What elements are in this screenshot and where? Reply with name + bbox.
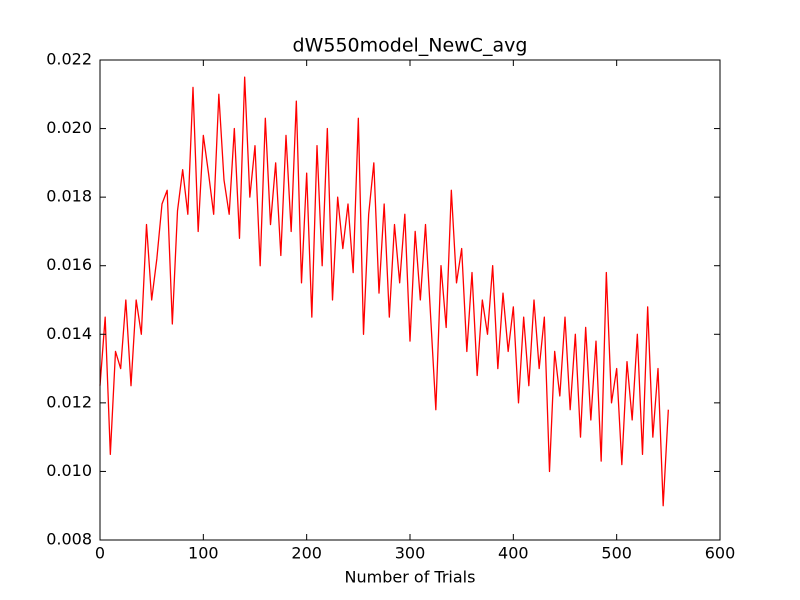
x-tick-label: 200 (291, 544, 322, 563)
x-tick-label: 600 (705, 544, 736, 563)
y-tick-label: 0.012 (46, 392, 92, 411)
x-axis-label: Number of Trials (345, 568, 476, 587)
y-tick-label: 0.018 (46, 187, 92, 206)
line (99, 76, 669, 507)
y-tick-label: 0.016 (46, 255, 92, 274)
x-tick-label: 400 (498, 544, 529, 563)
y-tick-label: 0.020 (46, 118, 92, 137)
y-tick-label: 0.010 (46, 461, 92, 480)
x-tick-label: 300 (395, 544, 426, 563)
y-tick-label: 0.008 (46, 530, 92, 549)
x-tick-label: 500 (601, 544, 632, 563)
x-tick-label: 100 (188, 544, 219, 563)
chart-title: dW550model_NewC_avg (293, 35, 528, 57)
y-tick-label: 0.014 (46, 324, 92, 343)
x-tick-label: 0 (95, 544, 105, 563)
y-tick-label: 0.022 (46, 50, 92, 69)
